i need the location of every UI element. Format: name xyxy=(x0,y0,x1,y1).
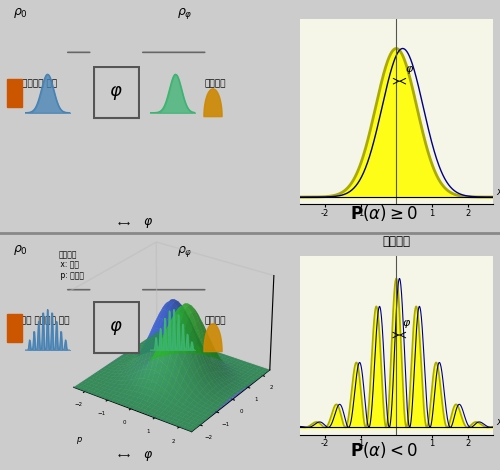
Text: $\varphi$: $\varphi$ xyxy=(405,64,414,76)
FancyBboxPatch shape xyxy=(94,67,138,118)
Text: $\rho_0$: $\rho_0$ xyxy=(12,243,28,258)
Text: $\mathbf{P}(\alpha) \geq 0$: $\mathbf{P}(\alpha) \geq 0$ xyxy=(350,203,418,223)
Text: $\longleftrightarrow$: $\longleftrightarrow$ xyxy=(116,451,132,460)
Text: 고전상태: 고전상태 xyxy=(382,235,410,248)
Text: $\varphi$: $\varphi$ xyxy=(143,449,154,463)
Text: $\rho_\varphi$: $\rho_\varphi$ xyxy=(177,6,193,21)
Text: $\varphi$: $\varphi$ xyxy=(110,84,123,102)
Text: $x$: $x$ xyxy=(496,187,500,197)
Text: $\varphi$: $\varphi$ xyxy=(143,217,154,230)
Text: φ: 위상공간에서의 변이정도: φ: 위상공간에서의 변이정도 xyxy=(300,183,374,192)
Text: 양자측정: 양자측정 xyxy=(204,316,226,325)
Text: $\rho_0$: $\rho_0$ xyxy=(12,6,28,20)
Text: $x$: $x$ xyxy=(496,417,500,427)
Text: 관측대상: 관측대상 xyxy=(107,79,128,88)
Text: $\mathbf{P}(\alpha) < 0$: $\mathbf{P}(\alpha) < 0$ xyxy=(350,440,418,460)
Text: 양자측정: 양자측정 xyxy=(204,79,226,88)
Text: 관측대상: 관측대상 xyxy=(107,316,128,325)
FancyBboxPatch shape xyxy=(94,302,138,353)
Bar xyxy=(7,314,22,342)
Text: $\varphi$: $\varphi$ xyxy=(110,319,123,337)
Text: $\Delta\varphi \geq \Delta\varphi_{cl}$: $\Delta\varphi \geq \Delta\varphi_{cl}$ xyxy=(364,270,428,288)
Text: $\varphi$: $\varphi$ xyxy=(402,318,411,330)
Text: $\rho_\varphi$: $\rho_\varphi$ xyxy=(177,243,193,258)
Text: $\longleftrightarrow$: $\longleftrightarrow$ xyxy=(116,219,132,227)
Text: $p$: $p$ xyxy=(76,435,83,446)
Text: 비고전적 양자상태 준비: 비고전적 양자상태 준비 xyxy=(10,316,70,325)
Bar xyxy=(7,78,22,107)
Text: 고전상태 준비: 고전상태 준비 xyxy=(22,79,58,88)
Text: 위상공간
 x: 변위
 p: 운동량: 위상공간 x: 변위 p: 운동량 xyxy=(58,250,84,280)
